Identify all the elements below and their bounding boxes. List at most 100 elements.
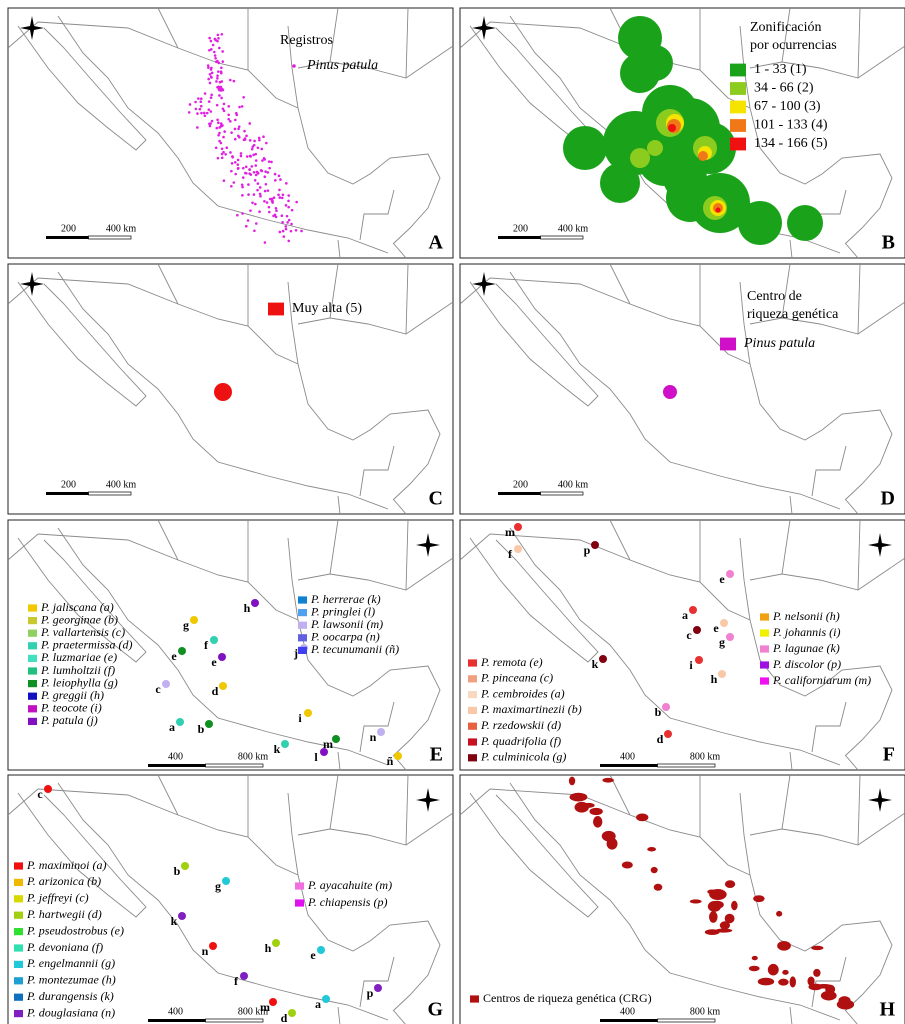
record-point: [264, 241, 267, 244]
region: [269, 998, 277, 1006]
record-point: [208, 37, 211, 40]
region: [668, 124, 676, 132]
region: [178, 912, 186, 920]
record-point: [234, 128, 237, 131]
legend-swatch: [14, 879, 23, 886]
scale-label: 800 km: [238, 1006, 269, 1017]
record-point: [207, 64, 210, 67]
legend-label: Pinus patula: [743, 336, 815, 351]
figure: 200400 kmARegistrosPinus patula200400 km…: [0, 0, 905, 1024]
legend-swatch: [298, 596, 307, 603]
record-point: [247, 219, 250, 222]
legend-label: 34 - 66 (2): [754, 81, 814, 96]
record-point: [287, 194, 290, 197]
region: [332, 735, 340, 743]
legend-swatch: [298, 622, 307, 629]
map-label: c: [155, 682, 161, 696]
legend-swatch: [28, 705, 37, 712]
crg-region: [790, 976, 796, 987]
legend-swatch: [295, 899, 304, 906]
panel-letter: E: [430, 744, 443, 766]
record-point: [209, 125, 212, 128]
record-point: [218, 88, 221, 91]
legend-swatch: [14, 977, 23, 984]
legend-swatch: [292, 64, 296, 68]
legend-swatch: [14, 961, 23, 968]
scale-bar: [541, 236, 584, 239]
record-point: [257, 182, 260, 185]
region: [190, 616, 198, 624]
record-point: [221, 124, 224, 127]
record-point: [231, 162, 234, 165]
map-label: k: [592, 657, 599, 671]
record-point: [236, 163, 239, 166]
record-point: [240, 152, 243, 155]
crg-region: [570, 793, 588, 802]
legend-swatch: [14, 944, 23, 951]
record-point: [245, 172, 248, 175]
scale-label: 400: [620, 751, 635, 762]
region: [218, 653, 226, 661]
record-point: [220, 66, 223, 69]
panel-frame: [460, 264, 905, 514]
record-point: [219, 81, 222, 84]
record-point: [245, 165, 248, 168]
region: [662, 703, 670, 711]
scale-bar: [600, 1019, 658, 1022]
map-label: ñ: [387, 754, 394, 768]
panel-letter: F: [883, 744, 895, 766]
legend-swatch: [28, 642, 37, 649]
scale-bar: [498, 236, 541, 239]
record-point: [255, 174, 258, 177]
crg-region: [705, 929, 720, 935]
record-point: [215, 146, 218, 149]
legend-swatch: [28, 655, 37, 662]
legend-swatch: [28, 718, 37, 725]
map-label: g: [183, 618, 189, 632]
scale-label: 400 km: [558, 223, 589, 234]
map-label: a: [169, 720, 175, 734]
record-point: [230, 131, 233, 134]
region: [281, 740, 289, 748]
crg-region: [752, 956, 758, 960]
crg-region: [778, 979, 788, 986]
record-point: [235, 112, 238, 115]
region: [514, 523, 522, 531]
record-point: [207, 78, 210, 81]
legend-label: P. patula (j): [40, 713, 98, 727]
record-point: [249, 155, 252, 158]
region: [563, 126, 607, 170]
legend-swatch: [14, 928, 23, 935]
record-point: [221, 148, 224, 151]
legend-title: Centro de: [747, 289, 802, 304]
region: [630, 148, 650, 168]
record-point: [229, 79, 232, 82]
record-point: [234, 161, 237, 164]
record-point: [237, 167, 240, 170]
record-point: [248, 122, 251, 125]
record-point: [251, 201, 254, 204]
record-point: [242, 167, 245, 170]
crg-region: [753, 895, 764, 902]
record-point: [253, 144, 256, 147]
record-point: [208, 49, 211, 52]
legend-label: 67 - 100 (3): [754, 99, 821, 114]
map-label: e: [713, 621, 719, 635]
record-point: [210, 94, 213, 97]
region: [647, 140, 663, 156]
record-point: [251, 148, 254, 151]
map-label: n: [370, 730, 377, 744]
scale-label: 200: [61, 223, 76, 234]
record-point: [218, 94, 221, 97]
map-label: h: [711, 672, 718, 686]
record-point: [207, 108, 210, 111]
scale-bar: [46, 236, 89, 239]
record-point: [217, 157, 220, 160]
region: [726, 570, 734, 578]
record-point: [230, 170, 233, 173]
map-panel: 200400 kmCMuy alta (5): [8, 264, 453, 514]
scale-bar: [658, 1019, 716, 1022]
record-point: [218, 47, 221, 50]
crg-region: [602, 778, 613, 783]
record-point: [241, 105, 244, 108]
